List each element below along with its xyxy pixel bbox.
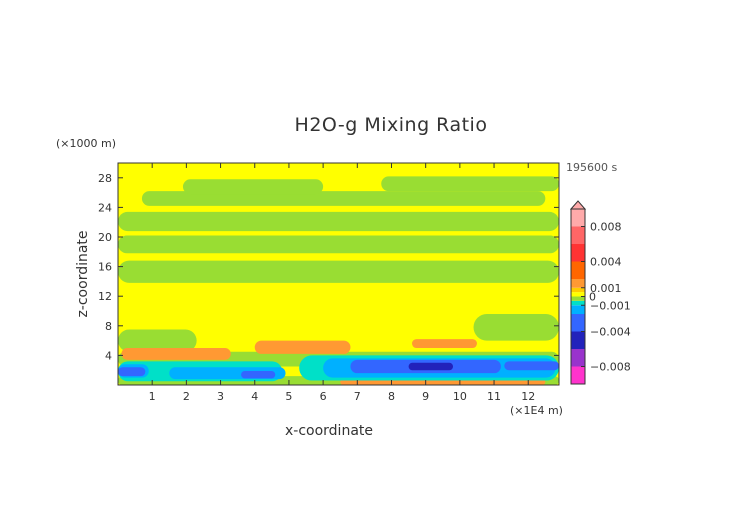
x-tick-label: 5 [285,390,292,403]
heatmap-region [118,211,559,232]
colorbar-tick-label: −0.004 [590,326,631,339]
heatmap-region [118,329,197,352]
y-unit-label: (×1000 m) [56,137,117,150]
heatmap-region [118,235,559,254]
colorbar-swatch [571,296,585,301]
colorbar-swatch [571,279,585,288]
colorbar-tick-label: −0.001 [590,299,631,312]
x-tick-label: 10 [453,390,467,403]
heatmap-region [118,367,146,377]
y-tick-label: 8 [105,320,112,333]
heatmap-region [241,370,276,379]
colorbar-swatch [571,300,585,306]
x-tick-label: 2 [183,390,190,403]
heatmap-region [121,348,231,360]
x-tick-label: 3 [217,390,224,403]
y-tick-label: 28 [98,172,112,185]
colorbar-swatch [571,305,585,314]
y-tick-label: 20 [98,231,112,244]
colorbar-extend-arrow [569,200,587,210]
colorbar-swatch [571,349,585,367]
heatmap-region [504,361,559,371]
colorbar-swatch [571,209,585,227]
heatmap-region [254,340,351,354]
x-axis-label: x-coordinate [285,423,374,439]
heatmap-region [118,260,559,283]
time-label: 195600 s [566,161,618,174]
x-tick-label: 9 [422,390,429,403]
heatmap-region [381,176,559,192]
y-tick-label: 12 [98,290,112,303]
heatmap-region [473,313,559,341]
x-tick-label: 7 [354,390,361,403]
colorbar-swatch [571,292,585,297]
colorbar-swatch [571,261,585,279]
x-tick-label: 12 [521,390,535,403]
colorbar-tick-label: 0.004 [590,256,622,269]
colorbar-tick-label: 0.001 [590,282,622,295]
heatmap-regions [118,163,559,385]
y-tick-label: 24 [98,201,112,214]
x-axis-ticks: 1 2 3 4 5 6 7 8 9 10 11 12 [149,163,535,403]
colorbar-swatch [571,226,585,244]
heatmap-region [182,179,324,195]
heatmap-region [408,362,454,371]
x-tick-label: 1 [149,390,156,403]
x-tick-label: 6 [320,390,327,403]
x-tick-label: 8 [388,390,395,403]
heatmap-region [412,339,477,348]
plot-frame [117,162,560,386]
colorbar-swatch [571,314,585,332]
colorbar-swatch [571,331,585,349]
colorbar-tick-label: −0.008 [590,361,631,374]
colorbar-tick-label: 0.008 [590,221,622,234]
x-tick-label: 11 [487,390,501,403]
heatmap-region [141,191,546,206]
colorbar-swatch [571,287,585,293]
y-axis-ticks: 4 8 12 16 20 24 28 [98,172,559,362]
colorbar-tick-label: 0 [589,291,596,304]
x-unit-label: (×1E4 m) [510,404,563,417]
chart-title: H2O-g Mixing Ratio [294,114,488,136]
x-tick-label: 4 [251,390,258,403]
y-tick-label: 16 [98,261,112,274]
colorbar-swatch [571,244,585,262]
y-tick-label: 4 [105,349,112,362]
colorbar-swatch [571,366,585,384]
